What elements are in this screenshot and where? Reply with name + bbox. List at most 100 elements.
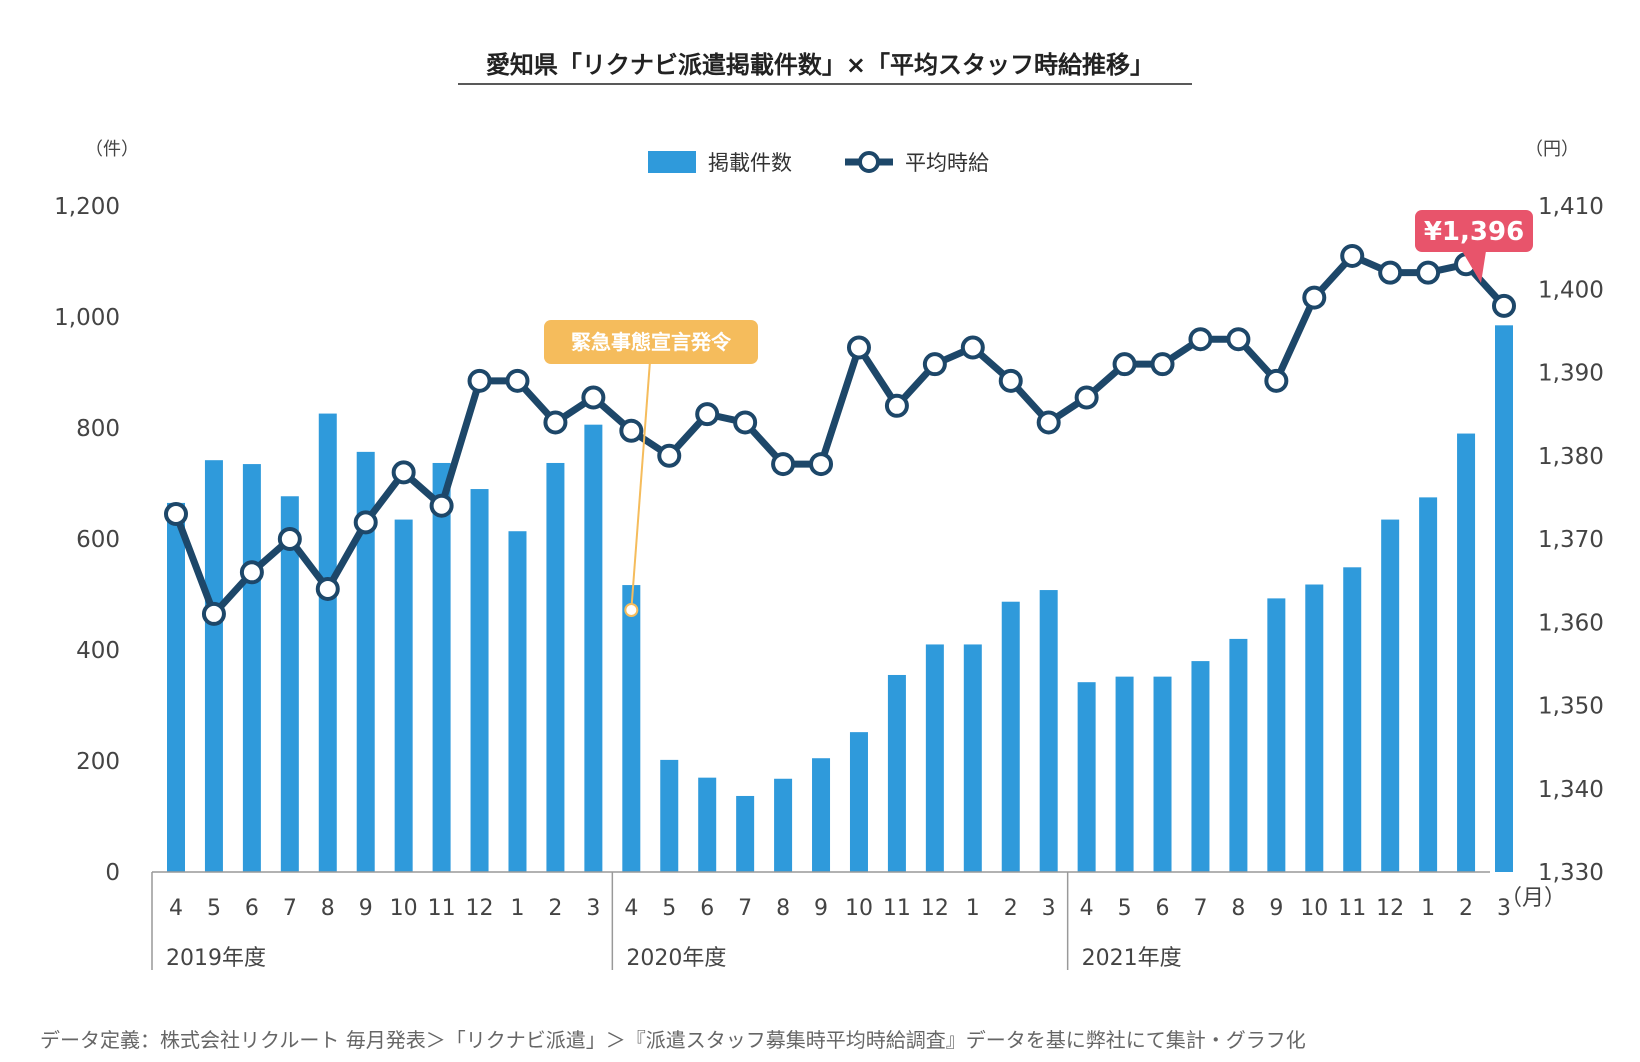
x-tick-label: 10 — [390, 896, 418, 921]
right-tick-label: 1,370 — [1538, 527, 1604, 553]
bar — [1267, 598, 1286, 872]
left-tick-label: 400 — [76, 638, 120, 664]
wage-point — [164, 502, 188, 527]
bar-layer — [167, 325, 1513, 872]
x-tick-label: 2 — [1004, 896, 1018, 921]
wage-point — [1302, 285, 1327, 310]
final-value-box — [1415, 210, 1533, 252]
emergency-leader-dot — [624, 603, 639, 617]
bar — [204, 460, 223, 872]
bar — [546, 462, 565, 872]
x-tick-label: 8 — [321, 896, 335, 921]
bar — [698, 777, 717, 872]
wage-point — [657, 443, 682, 468]
left-tick-label: 1,000 — [54, 305, 120, 331]
bar — [622, 585, 641, 872]
right-tick-label: 1,340 — [1538, 777, 1604, 803]
x-tick-label: 11 — [883, 896, 911, 921]
x-tick-label: 4 — [1080, 896, 1094, 921]
wage-point — [695, 402, 720, 427]
bar — [167, 502, 185, 872]
legend-line-marker — [858, 151, 880, 173]
bar — [1077, 682, 1096, 872]
bar — [1153, 676, 1172, 872]
final-value-text: ¥1,396 — [1424, 217, 1524, 247]
x-tick-label: 10 — [845, 896, 873, 921]
left-tick-label: 0 — [105, 860, 120, 886]
bar — [432, 462, 451, 872]
bar — [774, 778, 793, 872]
wage-point — [1378, 260, 1403, 285]
bar — [1191, 661, 1210, 872]
x-tick-label: 3 — [1497, 896, 1511, 921]
wage-line — [172, 252, 1508, 618]
wage-point — [391, 460, 416, 485]
x-tick-label: 12 — [921, 896, 949, 921]
bar — [470, 489, 489, 872]
wage-point — [1264, 368, 1289, 393]
x-tick-label: 5 — [207, 896, 221, 921]
bar — [1457, 433, 1476, 872]
wage-point — [922, 352, 947, 377]
wage-point — [884, 393, 909, 418]
year-label: 2020年度 — [626, 946, 726, 971]
bar — [1229, 638, 1248, 872]
x-tick-label: 4 — [624, 896, 638, 921]
wage-point — [581, 385, 606, 410]
line-layer — [164, 243, 1516, 626]
x-axis: 4 5 6 7 8 9 10 11 12 1 2 3 4 5 6 7 8 9 10 11 12 1 2 3 4 5 6 7 8 9 10 11… — [151, 871, 1511, 971]
x-tick-label: 1 — [510, 896, 524, 921]
right-tick-label: 1,330 — [1538, 860, 1604, 886]
bar — [584, 424, 603, 872]
right-tick-label: 1,410 — [1538, 194, 1604, 220]
wage-point — [1036, 410, 1061, 435]
wage-point — [1074, 385, 1099, 410]
wage-point — [315, 576, 340, 601]
bar — [660, 759, 679, 872]
wage-point — [960, 335, 985, 360]
left-axis-unit: （件） — [85, 139, 139, 160]
wage-point — [543, 410, 568, 435]
bar — [812, 758, 831, 872]
x-tick-label: 11 — [428, 896, 456, 921]
right-tick-label: 1,360 — [1538, 610, 1604, 636]
bar — [318, 413, 337, 872]
x-tick-label: 6 — [245, 896, 259, 921]
x-tick-label: 3 — [586, 896, 600, 921]
wage-point — [429, 493, 454, 518]
x-tick-label: 7 — [283, 896, 297, 921]
x-tick-label: 9 — [814, 896, 828, 921]
legend-bar-label: 掲載件数 — [708, 151, 792, 175]
bar — [963, 644, 982, 872]
right-tick-label: 1,350 — [1538, 694, 1604, 720]
final-value-callout: ¥1,396 — [1415, 210, 1533, 283]
legend: 掲載件数 平均時給 — [648, 151, 989, 175]
wage-point — [1188, 327, 1213, 352]
bar — [1419, 497, 1438, 872]
legend-bar-swatch — [648, 151, 696, 173]
x-tick-label: 7 — [738, 896, 752, 921]
left-tick-label: 1,200 — [54, 194, 120, 220]
wage-point — [733, 410, 758, 435]
bar — [1495, 325, 1513, 872]
source-note: データ定義：株式会社リクルート 毎月発表＞「リクナビ派遣」＞『派遣スタッフ募集時… — [40, 1028, 1306, 1052]
wage-point — [1340, 243, 1365, 268]
wage-point — [771, 452, 796, 477]
axis-layer: 0 200 400 600 800 1,000 1,200 1,330 1,340 1,350 1,… — [54, 194, 1604, 886]
x-tick-label: 8 — [1231, 896, 1245, 921]
x-tick-label: 6 — [1156, 896, 1170, 921]
wage-point — [619, 418, 644, 443]
bar — [508, 531, 527, 872]
emergency-leader-line — [630, 360, 651, 611]
x-tick-label: 1 — [1421, 896, 1435, 921]
x-tick-label: 7 — [1193, 896, 1207, 921]
wage-point — [1112, 352, 1137, 377]
bar — [925, 644, 944, 872]
wage-point — [998, 368, 1023, 393]
x-tick-label: 5 — [1118, 896, 1132, 921]
bar — [1381, 519, 1400, 872]
year-label: 2021年度 — [1082, 946, 1182, 971]
x-tick-label: 6 — [700, 896, 714, 921]
x-tick-label: 2 — [548, 896, 562, 921]
emergency-callout: 緊急事態宣言発令 — [544, 320, 758, 617]
